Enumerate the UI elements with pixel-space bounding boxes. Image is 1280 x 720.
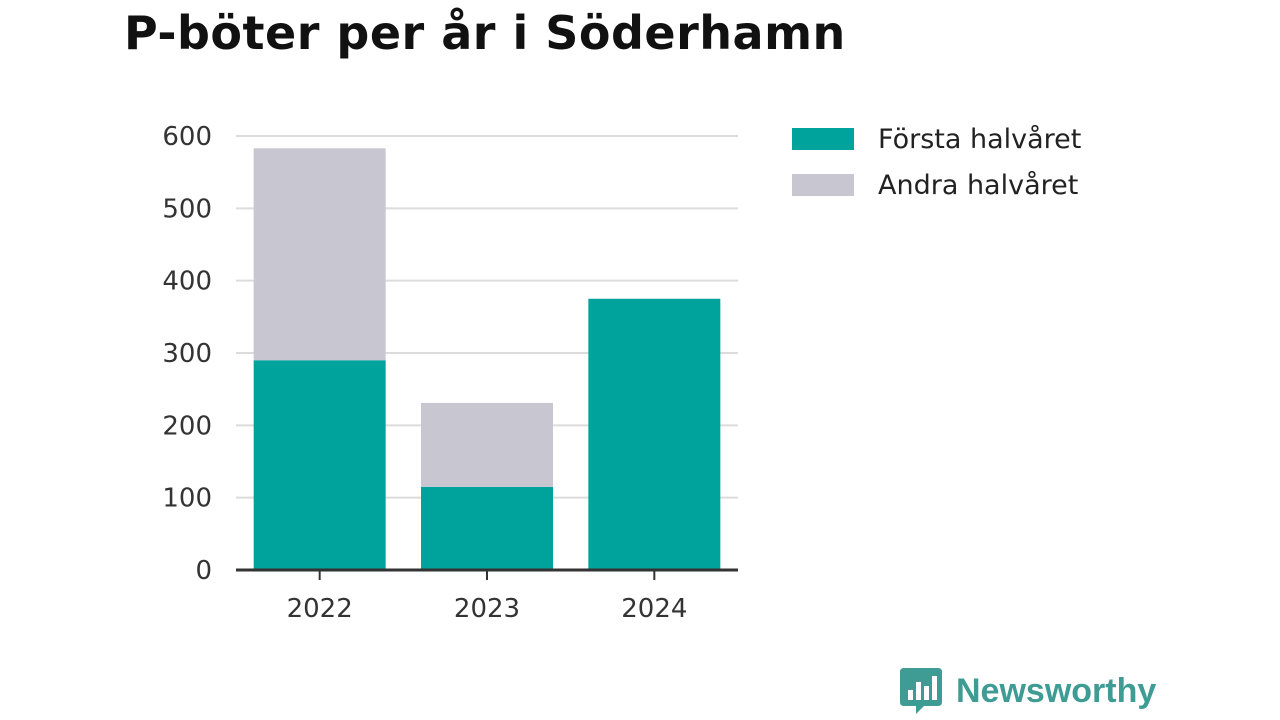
legend-label-second-half: Andra halvåret [878, 169, 1079, 201]
y-tick-label: 200 [162, 411, 212, 441]
brand-logo: Newsworthy [900, 668, 1156, 714]
x-tick-label: 2024 [621, 594, 687, 624]
bar-2024-first-half [588, 298, 721, 570]
legend-label-first-half: Första halvåret [878, 123, 1082, 155]
y-tick-label: 0 [195, 556, 212, 586]
legend-swatch-second-half [792, 174, 854, 196]
chart-title: P-böter per år i Söderhamn [124, 6, 846, 60]
bar-2022-first-half [253, 360, 386, 570]
bar-2023-second-half [421, 402, 553, 487]
y-tick-label: 600 [162, 122, 212, 152]
legend: Första halvåret Andra halvåret [792, 116, 1081, 208]
bar-chart-speech-bubble-icon [900, 668, 942, 714]
legend-item-first-half: Första halvåret [792, 116, 1081, 162]
y-tick-label: 400 [162, 267, 212, 297]
y-tick-label: 300 [162, 339, 212, 369]
bar-2023-first-half [421, 486, 553, 570]
brand-name: Newsworthy [956, 671, 1157, 710]
legend-swatch-first-half [792, 128, 854, 150]
y-tick-label: 100 [162, 484, 212, 514]
x-tick-label: 2022 [287, 594, 353, 624]
y-tick-label: 500 [162, 194, 212, 224]
bar-2022-second-half [253, 148, 386, 361]
x-tick-label: 2023 [454, 594, 520, 624]
legend-item-second-half: Andra halvåret [792, 162, 1081, 208]
